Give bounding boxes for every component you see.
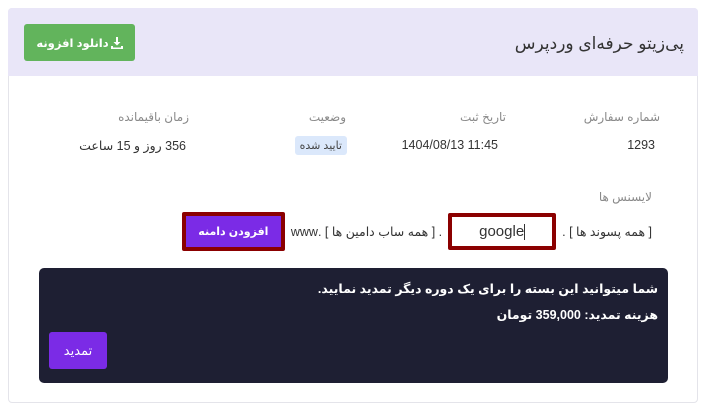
download-icon bbox=[110, 36, 123, 49]
license-domain-row: [ همه پسوند ها ] . google . [ همه ساب دا… bbox=[181, 211, 652, 252]
remaining-label: زمان باقیمانده bbox=[118, 110, 189, 124]
renewal-message: شما میتوانید این بسته را برای یک دوره دی… bbox=[317, 282, 658, 296]
renewal-panel bbox=[39, 268, 668, 383]
subdomain-text: . [ همه ساب دامین ها ] .www bbox=[290, 225, 443, 239]
status-badge: تایید شده bbox=[294, 136, 347, 155]
renew-button[interactable]: تمدید bbox=[49, 332, 107, 369]
order-date: 1404/08/13 11:45 bbox=[401, 138, 498, 152]
download-plugin-button[interactable]: دانلود افزونه bbox=[24, 24, 135, 61]
date-label: تاریخ ثبت bbox=[460, 110, 506, 124]
domain-input[interactable]: google bbox=[448, 213, 557, 250]
order-number-label: شماره سفارش bbox=[583, 110, 660, 124]
renewal-cost: هزینه تمدید: 359,000 تومان bbox=[496, 308, 658, 322]
renewal-text-block: شما میتوانید این بسته را برای یک دوره دی… bbox=[318, 281, 658, 323]
domain-value: google bbox=[479, 223, 525, 240]
status-label: وضعیت bbox=[308, 110, 346, 124]
licenses-label: لایسنس ها bbox=[598, 190, 652, 204]
order-number: 1293 bbox=[627, 138, 655, 152]
download-label: دانلود افزونه bbox=[36, 37, 109, 50]
remaining-time: 356 روز و 15 ساعت bbox=[79, 139, 186, 153]
product-title: پی‌زیتو حرفه‌ای وردپرس bbox=[514, 34, 684, 53]
suffix-text: [ همه پسوند ها ] . bbox=[562, 225, 652, 239]
text-cursor bbox=[524, 223, 526, 240]
add-domain-button[interactable]: افزودن دامنه bbox=[181, 212, 285, 251]
